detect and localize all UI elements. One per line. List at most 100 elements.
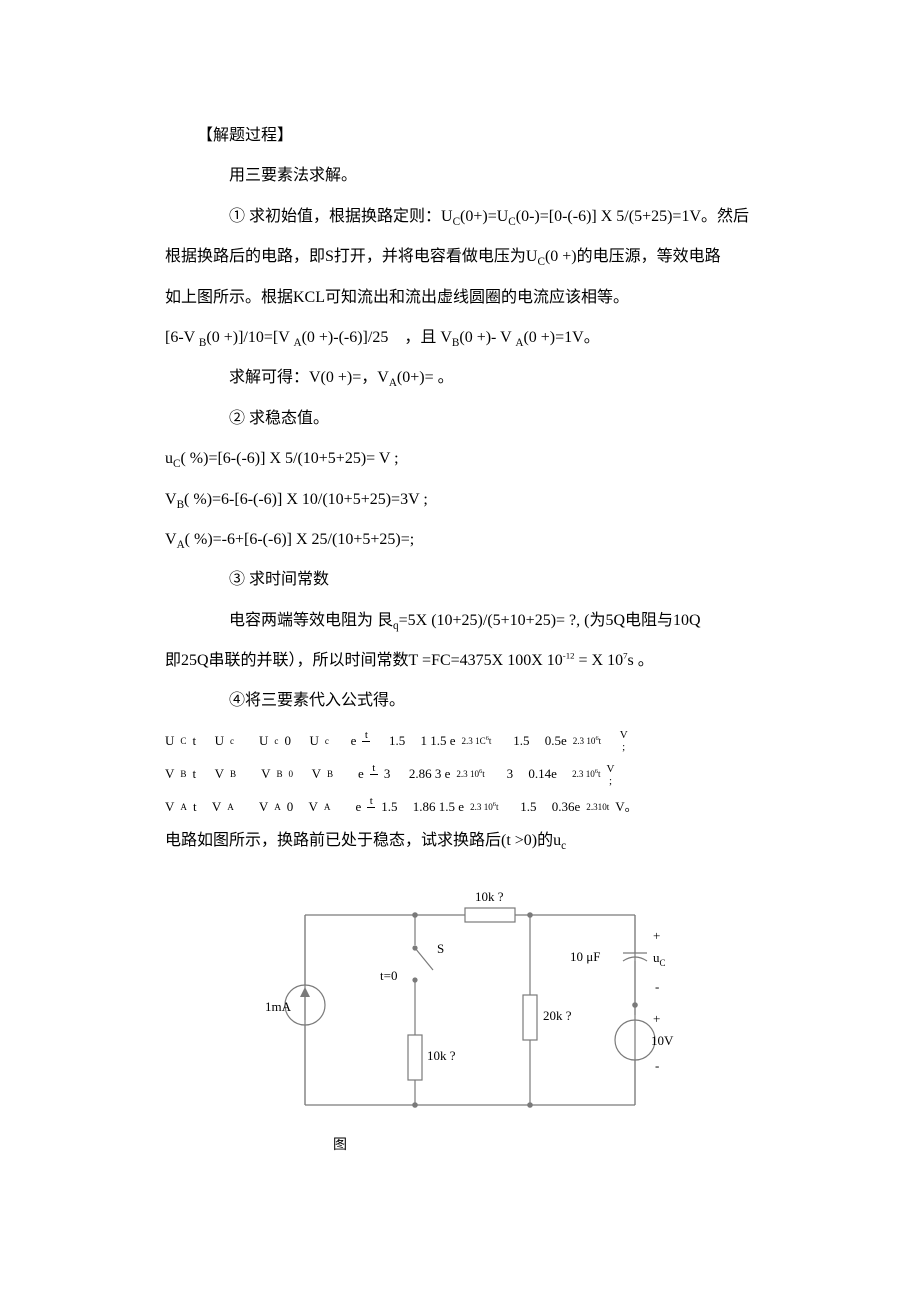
- text: ( %)=[6-(-6)] X 5/(10+5+25)= V ;: [180, 450, 398, 467]
- t: U: [215, 733, 224, 750]
- t: V: [212, 799, 221, 816]
- s: B: [276, 769, 282, 781]
- s: A: [274, 802, 281, 814]
- text: V: [165, 491, 177, 508]
- t: t: [192, 766, 196, 783]
- s: c: [274, 736, 278, 748]
- label-uc: uC: [653, 950, 666, 968]
- unit: V;: [620, 729, 628, 753]
- text: 根据换路后的电路，即S打开，并将电容看做电压为U: [165, 248, 537, 265]
- t: e: [356, 799, 362, 816]
- t: V: [259, 799, 268, 816]
- text: (0 +)=1V。: [523, 329, 599, 346]
- s: A: [227, 802, 234, 814]
- text: (0 +)-(-6)]/25: [302, 329, 389, 346]
- t: 1.5: [389, 733, 405, 750]
- equation-row-va: VA t VA VA 0 VA e t 1.5 1.86 1.5 e 2.3 1…: [165, 795, 785, 820]
- t: 1.5: [513, 733, 529, 750]
- t: V: [165, 799, 174, 816]
- t: U: [309, 733, 318, 750]
- t: 0: [284, 733, 291, 750]
- problem-statement: 电路如图所示，换路前已处于稳态，试求换路后(t >0)的uc: [165, 828, 785, 856]
- step4-title: ④将三要素代入公式得。: [165, 682, 785, 720]
- text: 即25Q串联的并联），所以时间常数T =FC=4375X 100X 10: [165, 652, 563, 669]
- sp: 2.3 106t: [456, 768, 484, 781]
- step2-uc: uC( %)=[6-(-6)] X 5/(10+5+25)= V ;: [165, 440, 785, 478]
- sp: 2.3 1C6t: [461, 735, 491, 748]
- text: ( %)=-6+[6-(-6)] X 25/(10+5+25)=;: [185, 531, 415, 548]
- s: C: [180, 736, 186, 748]
- s: A: [324, 802, 331, 814]
- s: B: [230, 769, 236, 781]
- t: e: [358, 766, 364, 783]
- circuit-svg: 10k ? S t=0 10 μF + uC - 1mA 20k ? 10k ?…: [265, 875, 685, 1125]
- text: (0+)=U: [460, 208, 508, 225]
- t: t: [193, 799, 197, 816]
- step3-title: ③ 求时间常数: [165, 561, 785, 599]
- label-t0: t=0: [380, 968, 397, 983]
- subscript: B: [177, 499, 184, 511]
- t: 3: [507, 766, 514, 783]
- text: [6-V: [165, 329, 199, 346]
- equation-row-uc: UC t Uc Uc 0 Uc e t 1.5 1 1.5 e 2.3 1C6t…: [165, 729, 785, 754]
- step3-l1: 电容两端等效电阻为 艮q=5X (10+25)/(5+10+25)= ?, (为…: [165, 602, 785, 640]
- step2-va: VA( %)=-6+[6-(-6)] X 25/(10+5+25)=;: [165, 521, 785, 559]
- method-line: 用三要素法求解。: [165, 157, 785, 195]
- step1-eq: [6-V B(0 +)]/10=[V A(0 +)-(-6)]/25 ，且 VB…: [165, 319, 785, 357]
- label-plus1: +: [653, 928, 660, 943]
- sp: 2.3 106t: [572, 768, 600, 781]
- label-plus2: +: [653, 1011, 660, 1026]
- label-r-10k: 10k ?: [427, 1048, 456, 1063]
- sp: 2.3 106t: [573, 735, 601, 748]
- text: (0+)= 。: [397, 369, 454, 386]
- label-current-source: 1mA: [265, 999, 292, 1014]
- text: = X 10: [575, 652, 624, 669]
- t: t: [192, 733, 196, 750]
- t: 0.5e: [545, 733, 567, 750]
- s: c: [230, 736, 234, 748]
- fraction: t: [362, 729, 370, 754]
- text: 求解可得：V(0 +)=，V: [229, 369, 389, 386]
- s: 0: [289, 769, 294, 781]
- text: 电容两端等效电阻为 艮: [229, 612, 393, 629]
- text: =5X (10+25)/(5+10+25)= ?, (为5Q电阻与10Q: [399, 612, 701, 629]
- t: 1.86 1.5 e: [413, 799, 464, 816]
- text: (0-)=[0-(-6)] X 5/(5+25)=1V。然后: [516, 208, 749, 225]
- text: (0 +)- V: [459, 329, 515, 346]
- subscript: A: [177, 539, 185, 551]
- label-minus1: -: [655, 979, 659, 994]
- step1-solve: 求解可得：V(0 +)=，VA(0+)= 。: [165, 359, 785, 397]
- step1-p2: 根据换路后的电路，即S打开，并将电容看做电压为UC(0 +)的电压源，等效电路: [165, 238, 785, 276]
- t: U: [165, 733, 174, 750]
- text: V: [165, 531, 177, 548]
- heading: 【解题过程】: [165, 117, 785, 155]
- subscript: C: [537, 256, 544, 268]
- text: (0 +)]/10=[V: [206, 329, 293, 346]
- superscript: -12: [563, 651, 575, 661]
- subscript: A: [389, 378, 397, 390]
- t: 1.5: [520, 799, 536, 816]
- text: ① 求初始值，根据换路定则：U: [229, 208, 453, 225]
- t: V: [165, 766, 174, 783]
- t: 1 1.5 e: [420, 733, 455, 750]
- unit: V;: [607, 763, 615, 787]
- t: V: [261, 766, 270, 783]
- fraction: t: [367, 795, 375, 820]
- text: s 。: [628, 652, 654, 669]
- t: V: [312, 766, 321, 783]
- step3-l2: 即25Q串联的并联），所以时间常数T =FC=4375X 100X 10-12 …: [165, 642, 785, 680]
- t: 0.14e: [528, 766, 557, 783]
- label-r-top: 10k ?: [475, 889, 504, 904]
- subscript: C: [453, 216, 460, 228]
- text: ，且 V: [404, 329, 452, 346]
- text: u: [165, 450, 173, 467]
- subscript: c: [561, 841, 566, 853]
- step2-title: ② 求稳态值。: [165, 400, 785, 438]
- sp: 2.3 106t: [470, 801, 498, 814]
- s: B: [327, 769, 333, 781]
- label-cap: 10 μF: [570, 949, 600, 964]
- label-switch: S: [437, 941, 444, 956]
- t: V: [309, 799, 318, 816]
- text: (0 +)的电压源，等效电路: [545, 248, 721, 265]
- s: c: [325, 736, 329, 748]
